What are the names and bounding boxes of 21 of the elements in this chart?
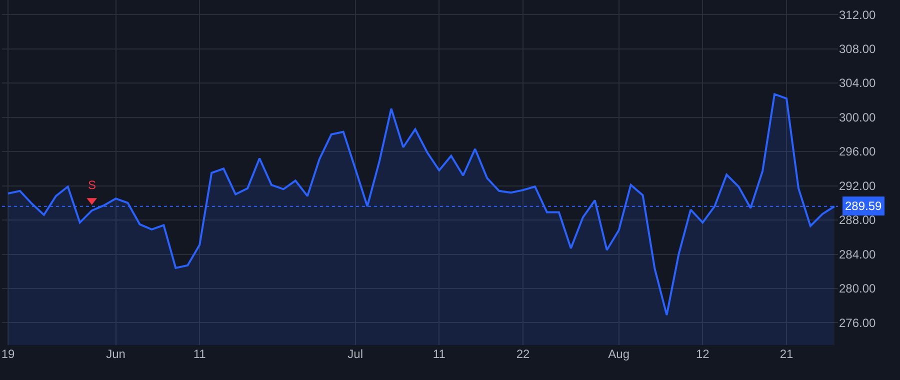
y-tick-label: 308.00 xyxy=(839,42,876,56)
ref-line-label: 289.59 xyxy=(845,199,882,213)
x-tick-label: Jul xyxy=(348,347,363,361)
x-tick-label: 19 xyxy=(1,347,15,361)
x-tick-label: Jun xyxy=(106,347,126,361)
y-tick-label: 296.00 xyxy=(839,144,876,159)
y-tick-label: 284.00 xyxy=(839,247,876,262)
y-tick-label: 304.00 xyxy=(839,76,876,90)
x-tick-label: 12 xyxy=(696,347,710,361)
y-tick-label: 288.00 xyxy=(839,213,876,228)
x-tick-label: 11 xyxy=(432,347,446,361)
y-tick-label: 312.00 xyxy=(839,8,876,22)
annotation: S xyxy=(88,178,96,192)
y-tick-label: 280.00 xyxy=(839,282,876,296)
x-tick-label: 22 xyxy=(516,347,530,361)
y-tick-label: 292.00 xyxy=(839,178,876,193)
y-tick-label: 276.00 xyxy=(839,316,876,330)
y-tick-label: 300.00 xyxy=(839,110,876,124)
x-tick-label: 21 xyxy=(780,347,794,361)
x-tick-label: 11 xyxy=(193,347,206,361)
x-tick-label: Aug xyxy=(608,347,630,361)
